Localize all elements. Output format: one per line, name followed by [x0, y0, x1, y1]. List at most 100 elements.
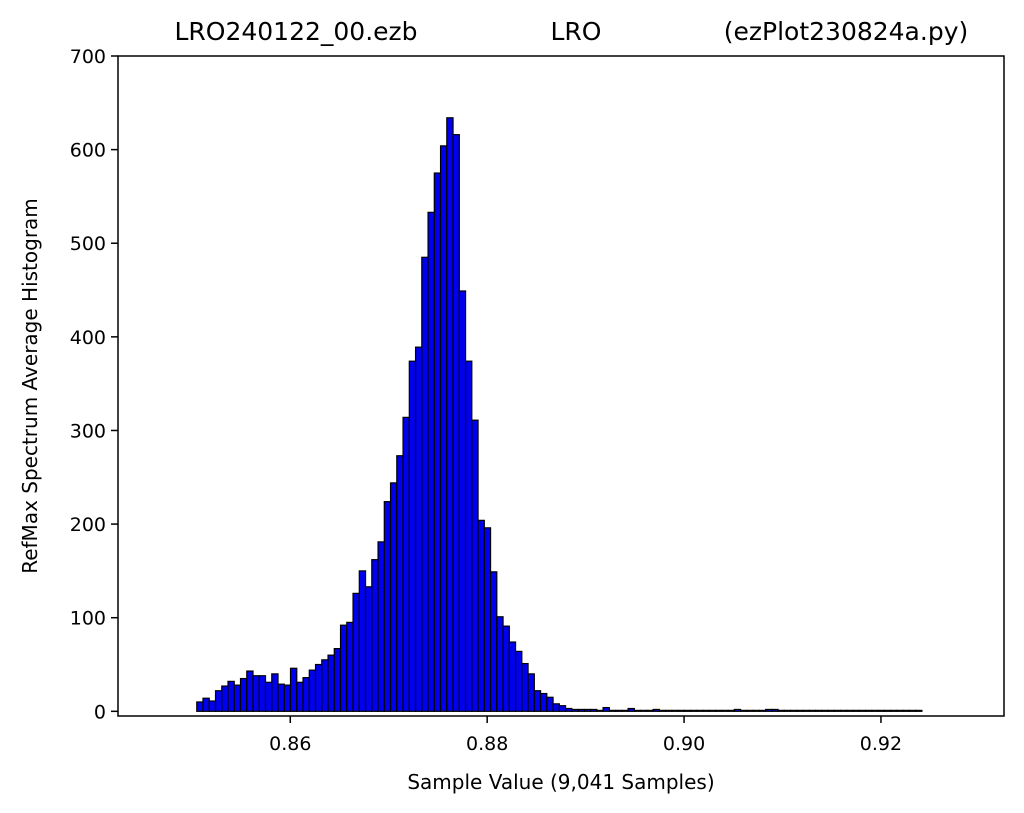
- histogram-bar: [452, 134, 460, 712]
- histogram-bar: [608, 709, 617, 712]
- histogram-bar: [796, 709, 804, 712]
- histogram-bar: [433, 172, 442, 712]
- histogram-bar: [696, 709, 704, 712]
- chart-title-filename: LRO240122_00.ezb: [174, 17, 417, 46]
- histogram-bar: [283, 684, 292, 712]
- histogram-bar: [202, 697, 210, 712]
- histogram-bar: [765, 708, 773, 712]
- histogram-bar: [477, 519, 485, 712]
- y-axis-ticks: 0 100 200 300 400 500 600 700: [70, 46, 118, 723]
- histogram-bar: [258, 675, 267, 712]
- histogram-bar: [689, 709, 698, 712]
- chart-title-station: LRO: [551, 17, 602, 46]
- histogram-bar: [564, 707, 573, 712]
- histogram-bar: [783, 709, 792, 712]
- y-tick-label: 500: [70, 233, 106, 255]
- histogram-bar: [464, 360, 473, 712]
- x-tick-label: 0.92: [860, 733, 902, 755]
- y-tick-label: 300: [70, 420, 106, 442]
- histogram-bar: [358, 570, 367, 712]
- y-tick-label: 600: [70, 140, 106, 162]
- histogram-bar: [402, 416, 410, 712]
- histogram-bars: [196, 117, 923, 712]
- histogram-bar: [421, 256, 429, 712]
- histogram-bar: [514, 650, 523, 712]
- x-axis-ticks: 0.86 0.88 0.90 0.92: [269, 716, 902, 755]
- histogram-bar: [314, 663, 323, 712]
- histogram-bar: [308, 669, 317, 712]
- histogram-bar: [502, 625, 510, 712]
- histogram-bar: [583, 708, 592, 712]
- histogram-bar: [446, 117, 454, 712]
- histogram-bar: [827, 709, 835, 712]
- histogram-bar: [821, 709, 829, 712]
- y-axis-label: RefMax Spectrum Average Histogram: [18, 198, 42, 574]
- histogram-bar: [771, 708, 779, 712]
- histogram-bar: [496, 616, 504, 712]
- histogram-bar: [815, 709, 823, 712]
- histogram-bar: [227, 680, 235, 712]
- y-tick-label: 400: [70, 327, 106, 349]
- histogram-bar: [264, 681, 273, 712]
- histogram-bar: [833, 709, 842, 712]
- histogram-bar: [371, 559, 379, 712]
- histogram-bar: [339, 624, 348, 712]
- histogram-bar: [377, 541, 385, 712]
- histogram-bar: [539, 692, 548, 712]
- histogram-bar: [639, 709, 648, 712]
- histogram-bar: [808, 709, 817, 712]
- histogram-bar: [846, 709, 854, 712]
- histogram-bar: [877, 709, 885, 712]
- histogram-bar: [246, 670, 254, 712]
- histogram-bar: [589, 708, 598, 712]
- histogram-bar: [652, 708, 660, 712]
- histogram-bar: [271, 673, 279, 712]
- histogram-bar: [439, 145, 448, 712]
- histogram-bar: [471, 419, 479, 712]
- histogram-bar: [346, 621, 354, 712]
- histogram-bar: [214, 690, 223, 712]
- histogram-bar: [633, 709, 642, 712]
- histogram-bar: [296, 681, 304, 712]
- histogram-bar: [252, 675, 260, 712]
- y-tick-label: 0: [94, 701, 106, 723]
- y-tick-label: 700: [70, 46, 106, 68]
- histogram-bar: [483, 527, 492, 712]
- histogram-bar: [746, 709, 754, 712]
- histogram-bar: [871, 709, 879, 712]
- histogram-bar: [302, 677, 310, 712]
- histogram-bar: [289, 667, 298, 712]
- histogram-bar: [577, 708, 585, 712]
- chart-title-script: (ezPlot230824a.py): [724, 17, 969, 46]
- histogram-bar: [883, 709, 892, 712]
- histogram-bar: [239, 677, 248, 712]
- histogram-bar: [852, 709, 860, 712]
- histogram-bar: [196, 701, 204, 712]
- histogram-bar: [383, 501, 392, 712]
- histogram-bar: [427, 211, 435, 712]
- histogram-bar: [664, 709, 673, 712]
- histogram-bar: [840, 709, 848, 712]
- histogram-bar: [890, 709, 898, 712]
- histogram-bar: [508, 641, 517, 712]
- histogram-bar: [896, 709, 904, 712]
- histogram-bar: [208, 700, 217, 712]
- plot-frame: [117, 55, 1005, 717]
- histogram-bar: [414, 346, 423, 712]
- histogram-bar: [715, 709, 723, 712]
- histogram-bar: [758, 709, 767, 712]
- histogram-bar: [408, 360, 417, 712]
- histogram-bar: [790, 709, 798, 712]
- histogram-bar: [233, 684, 242, 712]
- histogram-bar: [552, 703, 560, 712]
- x-axis-label: Sample Value (9,041 Samples): [407, 770, 714, 794]
- histogram-bar: [327, 654, 335, 712]
- histogram-bar: [865, 709, 873, 712]
- x-tick-label: 0.90: [663, 733, 705, 755]
- histogram-bar: [596, 709, 604, 712]
- histogram-bar: [364, 586, 373, 712]
- y-tick-label: 200: [70, 514, 106, 536]
- x-tick-label: 0.86: [269, 733, 311, 755]
- histogram-bar: [740, 709, 748, 712]
